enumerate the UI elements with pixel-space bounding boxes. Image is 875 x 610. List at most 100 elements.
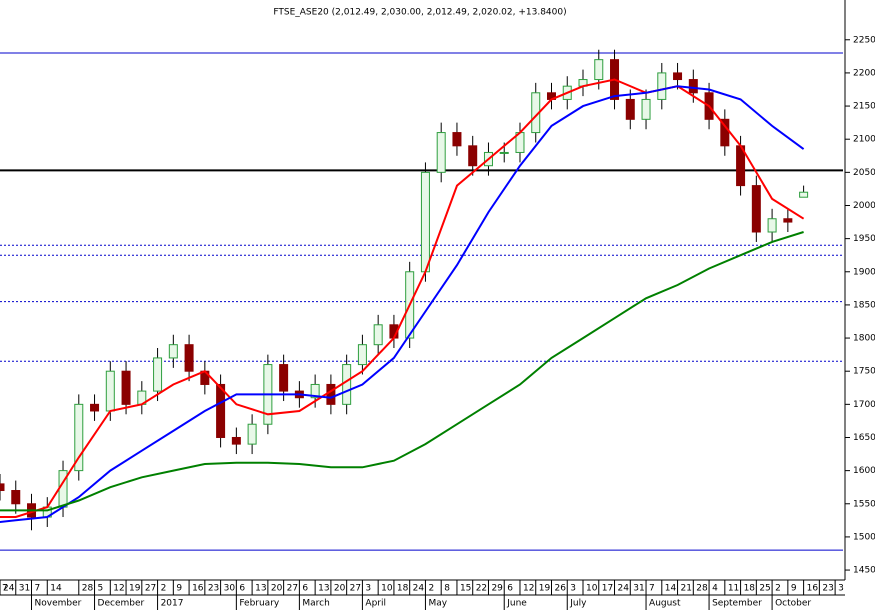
x-tick-label: 2 xyxy=(161,584,167,594)
x-tick-label: 14 xyxy=(665,584,677,594)
y-tick-label: 1600 xyxy=(853,466,875,476)
candle-body xyxy=(420,171,430,273)
x-tick-label: 3 xyxy=(570,584,576,594)
x-tick-label: 7 xyxy=(2,584,8,594)
x-tick-label: 27 xyxy=(350,584,361,594)
x-tick-label: 24 xyxy=(413,584,425,594)
x-tick-label: 26 xyxy=(554,584,566,594)
x-tick-label: 18 xyxy=(397,584,409,594)
x-tick-label: 7 xyxy=(35,584,41,594)
y-tick-label: 1700 xyxy=(853,400,875,410)
month-label: 2017 xyxy=(161,599,184,609)
candle-body xyxy=(326,383,336,405)
y-tick-label: 1900 xyxy=(853,267,875,277)
month-label: September xyxy=(712,599,762,609)
x-tick-label: 30 xyxy=(224,584,236,594)
x-tick-label: 20 xyxy=(271,584,283,594)
y-tick-label: 1950 xyxy=(853,234,875,244)
x-tick-label: 23 xyxy=(208,584,219,594)
x-tick-label: 11 xyxy=(728,584,739,594)
candle-body xyxy=(657,72,667,100)
x-tick-label: 18 xyxy=(744,584,756,594)
x-tick-label: 20 xyxy=(334,584,346,594)
candle-body xyxy=(468,145,478,167)
x-tick-label: 27 xyxy=(145,584,156,594)
y-tick-label: 2000 xyxy=(853,201,875,211)
x-tick-label: 14 xyxy=(50,584,62,594)
x-tick-label: 22 xyxy=(476,584,487,594)
x-tick-label: 19 xyxy=(539,584,551,594)
candle-body xyxy=(751,185,761,233)
candle-body xyxy=(121,370,131,405)
x-tick-label: 23 xyxy=(822,584,833,594)
x-tick-label: 6 xyxy=(302,584,308,594)
x-tick-label: 6 xyxy=(239,584,245,594)
candle-body xyxy=(436,132,446,173)
y-tick-label: 1450 xyxy=(853,566,875,576)
month-label: June xyxy=(506,599,527,609)
x-tick-label: 3 xyxy=(365,584,371,594)
x-tick-label: 17 xyxy=(602,584,613,594)
x-tick-label: 25 xyxy=(759,584,770,594)
month-label: October xyxy=(775,599,811,609)
x-tick-label: 7 xyxy=(649,584,655,594)
x-tick-label: 27 xyxy=(287,584,298,594)
candle-body xyxy=(373,324,383,346)
y-tick-label: 2050 xyxy=(853,168,875,178)
x-tick-label: 12 xyxy=(113,584,124,594)
candle-body xyxy=(0,483,5,492)
x-tick-label: 8 xyxy=(444,584,450,594)
x-tick-label: 9 xyxy=(176,584,182,594)
candle-body xyxy=(90,403,100,412)
x-tick-label: 21 xyxy=(681,584,692,594)
y-tick-label: 1500 xyxy=(853,532,875,542)
candle-body xyxy=(594,59,604,81)
candle-body xyxy=(499,151,509,154)
x-tick-label: 16 xyxy=(807,584,819,594)
moving-average-line xyxy=(0,231,804,512)
candle-body xyxy=(342,364,352,405)
month-label: May xyxy=(428,599,447,609)
x-tick-label: 13 xyxy=(255,584,266,594)
candle-body xyxy=(105,370,115,412)
candle-body xyxy=(767,218,777,233)
x-tick-label: 2 xyxy=(428,584,434,594)
x-tick-label: 31 xyxy=(633,584,644,594)
candle-body xyxy=(688,79,698,94)
month-label: December xyxy=(98,599,145,609)
candle-body xyxy=(153,357,163,392)
x-tick-label: 2 xyxy=(775,584,781,594)
x-tick-label: 24 xyxy=(618,584,630,594)
x-tick-label: 3 xyxy=(838,584,844,594)
x-tick-label: 13 xyxy=(318,584,329,594)
candle-body xyxy=(673,72,683,81)
month-label: February xyxy=(239,599,280,609)
moving-average-line xyxy=(0,85,805,524)
y-tick-label: 2100 xyxy=(853,135,875,145)
candle-body xyxy=(184,344,194,372)
month-label: March xyxy=(302,599,329,609)
month-label: November xyxy=(35,599,82,609)
candle-body xyxy=(799,191,809,198)
candle-body xyxy=(310,383,320,399)
y-tick-label: 1650 xyxy=(853,433,875,443)
candle-body xyxy=(247,423,257,445)
candle-body xyxy=(452,132,462,147)
y-tick-label: 2200 xyxy=(853,68,875,78)
candle-body xyxy=(216,383,226,438)
y-tick-label: 2250 xyxy=(853,35,875,45)
x-tick-label: 19 xyxy=(129,584,141,594)
x-tick-label: 9 xyxy=(791,584,797,594)
x-tick-label: 5 xyxy=(98,584,104,594)
x-tick-label: 16 xyxy=(192,584,204,594)
x-tick-label: 28 xyxy=(82,584,94,594)
candle-body xyxy=(279,364,289,392)
y-tick-label: 2150 xyxy=(853,102,875,112)
x-tick-label: 15 xyxy=(460,584,471,594)
x-tick-label: 4 xyxy=(712,584,718,594)
x-tick-label: 28 xyxy=(696,584,708,594)
candle-body xyxy=(168,344,178,359)
y-tick-label: 1750 xyxy=(853,367,875,377)
